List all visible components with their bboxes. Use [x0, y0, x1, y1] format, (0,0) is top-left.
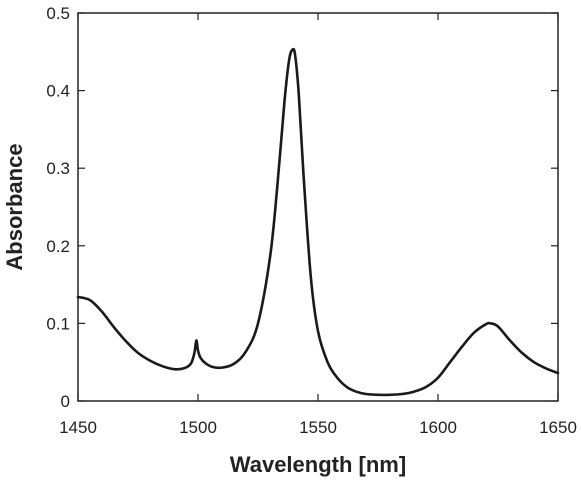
x-axis-title: Wavelength [nm] — [230, 452, 406, 477]
x-axis-ticks: 1450 1500 1550 1600 1650 — [59, 13, 577, 437]
y-tick-label-5: 0.5 — [46, 4, 70, 23]
y-tick-label-0: 0 — [61, 392, 70, 411]
x-tick-label-2: 1550 — [299, 418, 337, 437]
x-tick-label-4: 1650 — [539, 418, 577, 437]
y-tick-label-2: 0.2 — [46, 237, 70, 256]
y-tick-label-3: 0.3 — [46, 159, 70, 178]
x-tick-label-3: 1600 — [419, 418, 457, 437]
plot-frame — [77, 12, 559, 402]
x-tick-label-1: 1500 — [179, 418, 217, 437]
x-tick-label-0: 1450 — [59, 418, 97, 437]
y-tick-label-4: 0.4 — [46, 82, 70, 101]
y-axis-ticks: 0 0.1 0.2 0.3 0.4 0.5 — [46, 4, 558, 411]
absorbance-series-line — [76, 47, 560, 397]
y-tick-label-1: 0.1 — [46, 314, 70, 333]
y-axis-title: Absorbance — [2, 143, 27, 270]
